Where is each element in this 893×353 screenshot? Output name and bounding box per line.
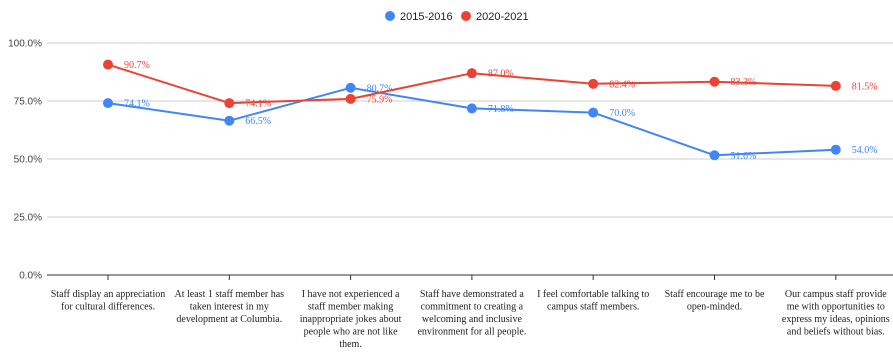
- legend-label: 2015-2016: [400, 11, 453, 23]
- x-tick-label-line: I have not experienced a: [302, 289, 400, 300]
- x-tick-label-line: express my ideas, opinions: [782, 314, 890, 325]
- data-label: 80.7%: [367, 83, 393, 94]
- data-point: [345, 82, 356, 93]
- data-label: 83.3%: [731, 77, 757, 88]
- data-point: [224, 115, 235, 126]
- data-point: [709, 76, 720, 87]
- gridlines: [47, 42, 893, 276]
- data-label: 75.9%: [367, 94, 393, 105]
- x-tick-label-line: open-minded.: [687, 302, 742, 313]
- data-label: 71.8%: [488, 104, 514, 115]
- legend-item-1[interactable]: 2015-2016: [385, 11, 453, 23]
- data-label: 74.1%: [124, 99, 150, 110]
- x-tick-label: Our campus staff provide me with opportun…: [782, 289, 890, 338]
- legend-label: 2020-2021: [476, 11, 529, 23]
- data-point: [103, 98, 113, 109]
- data-point: [830, 144, 841, 155]
- data-point: [588, 78, 599, 89]
- x-tick-label-line: for cultural differences.: [61, 302, 155, 313]
- legend[interactable]: 2015-2016 2020-2021: [385, 11, 529, 23]
- data-point: [588, 107, 599, 118]
- data-label: 74.1%: [245, 99, 271, 110]
- y-tick-label: 75.0%: [14, 97, 42, 108]
- series-points: [103, 59, 841, 161]
- x-tick-label: Staff encourage me to be open-minded.: [665, 289, 765, 313]
- x-tick-label: Staff display an appreciation for cultura…: [51, 289, 166, 313]
- x-tick-label-line: Staff have demonstrated a: [420, 289, 525, 300]
- y-tick-label: 50.0%: [14, 155, 42, 166]
- data-label: 82.4%: [609, 79, 635, 90]
- y-axis: 0.0% 25.0% 50.0% 75.0% 100.0%: [8, 39, 42, 282]
- legend-marker: [461, 11, 471, 21]
- data-point: [103, 59, 113, 70]
- x-tick-label-line: Staff display an appreciation: [51, 289, 166, 300]
- x-tick-label-line: people who are not like: [304, 327, 398, 338]
- data-label: 81.5%: [852, 81, 878, 92]
- x-axis: Staff display an appreciation for cultura…: [51, 275, 890, 350]
- data-label: 51.6%: [731, 151, 757, 162]
- legend-item-2[interactable]: 2020-2021: [461, 11, 529, 23]
- data-point: [224, 98, 235, 109]
- data-labels: 74.1% 66.5% 80.7% 71.8% 70.0% 51.6% 54.0% 90.7%…: [124, 60, 878, 162]
- data-point: [466, 68, 477, 79]
- y-tick-label: 25.0%: [14, 213, 42, 224]
- x-tick-label-line: welcoming and inclusive: [422, 314, 523, 325]
- x-tick-label-line: commitment to creating a: [421, 302, 524, 313]
- data-point: [345, 93, 356, 104]
- x-tick-label-line: environment for all people.: [417, 327, 526, 338]
- x-tick-label: I feel comfortable talking to campus staf…: [537, 289, 649, 313]
- data-label: 54.0%: [852, 145, 878, 156]
- x-tick-label: At least 1 staff member has taken interes…: [175, 289, 285, 325]
- data-label: 66.5%: [245, 116, 271, 127]
- data-label: 90.7%: [124, 60, 150, 71]
- x-tick-label-line: taken interest in my: [190, 302, 269, 313]
- x-tick-label-line: development at Columbia.: [176, 314, 282, 325]
- data-point: [830, 80, 841, 91]
- x-tick-label-line: Staff encourage me to be: [665, 289, 765, 300]
- x-tick-label-line: Our campus staff provide: [785, 289, 887, 300]
- x-tick-label: Staff have demonstrated a commitment to c…: [417, 289, 526, 338]
- data-label: 87.0%: [488, 69, 514, 80]
- legend-marker: [385, 11, 395, 21]
- y-tick-label: 100.0%: [8, 39, 42, 50]
- data-point: [466, 103, 477, 114]
- y-tick-label: 0.0%: [19, 271, 42, 282]
- x-tick-label-line: them.: [339, 339, 362, 350]
- x-tick-label-line: campus staff members.: [547, 302, 639, 313]
- x-tick-label-line: inappropriate jokes about: [300, 314, 402, 325]
- x-tick-label-line: me with opportunities to: [787, 302, 885, 313]
- x-tick-label-line: staff member making: [308, 302, 393, 313]
- series-line-1: [107, 86, 836, 157]
- x-tick-label-line: and beliefs without bias.: [787, 327, 885, 338]
- x-tick-label: I have not experienced a staff member mak…: [300, 289, 402, 350]
- data-label: 70.0%: [609, 108, 635, 119]
- x-tick-label-line: At least 1 staff member has: [175, 289, 285, 300]
- data-point: [709, 150, 720, 161]
- x-tick-label-line: I feel comfortable talking to: [537, 289, 649, 300]
